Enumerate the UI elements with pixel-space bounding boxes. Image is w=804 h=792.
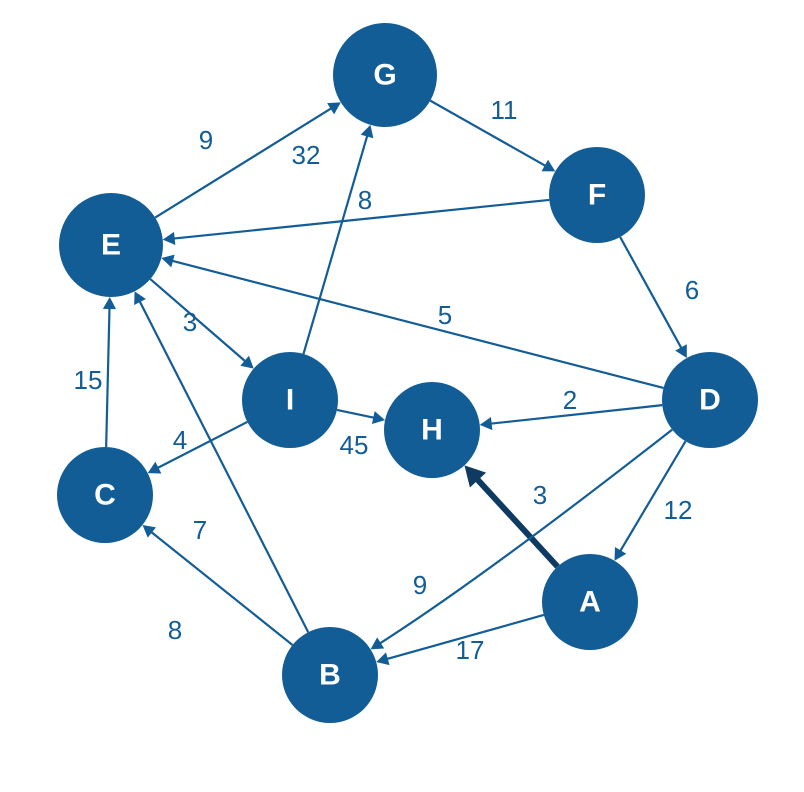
arrowhead: [376, 652, 389, 665]
node-H: H: [384, 382, 480, 478]
node-I: I: [242, 352, 338, 448]
edge-weight-F-D: 6: [685, 275, 699, 305]
node-label-B: B: [319, 659, 341, 692]
edge-weight-G-F: 11: [491, 95, 518, 125]
edge-weight-E-G: 9: [199, 125, 213, 155]
network-graph: A B C D E F G H I 9 32 11 8 6 3 5 15 4 7 45 2 12 3 9 17 8: [0, 0, 804, 792]
edge-weight-I-C: 4: [173, 425, 187, 455]
edge-weight-D-E: 5: [438, 300, 452, 330]
node-E: E: [59, 193, 163, 297]
node-C: C: [57, 447, 153, 543]
arrowhead: [161, 255, 174, 268]
arrowhead: [142, 525, 155, 538]
node-label-H: H: [421, 414, 443, 447]
node-G: G: [333, 23, 437, 127]
edge-F-D: [620, 237, 683, 352]
arrowhead: [371, 637, 385, 649]
arrowhead: [480, 417, 493, 430]
edge-C-E: [106, 304, 109, 447]
edge-weight-D-A: 12: [664, 495, 693, 525]
arrowhead: [361, 125, 374, 138]
nodes-layer: A B C D E F G H I: [57, 23, 758, 723]
edge-weight-I-G: 32: [292, 140, 321, 170]
edge-weight-A-B: 17: [456, 635, 485, 665]
arrowhead: [372, 411, 385, 424]
edge-weight-B-E: 7: [193, 515, 207, 545]
arrowhead: [103, 297, 116, 309]
node-label-C: C: [94, 479, 116, 512]
node-label-A: A: [579, 586, 601, 619]
node-label-D: D: [699, 384, 721, 417]
node-A: A: [542, 554, 638, 650]
edge-weight-A-H: 3: [533, 480, 547, 510]
node-label-G: G: [373, 59, 396, 92]
node-label-I: I: [286, 384, 294, 417]
arrowhead: [163, 232, 176, 245]
edge-weight-B-C: 8: [168, 615, 182, 645]
node-label-E: E: [101, 229, 121, 262]
edge-I-C: [154, 422, 247, 470]
edge-D-E: [168, 260, 663, 388]
node-B: B: [282, 627, 378, 723]
node-label-F: F: [588, 179, 606, 212]
edge-weight-I-H: 45: [340, 430, 369, 460]
node-D: D: [662, 352, 758, 448]
node-F: F: [549, 147, 645, 243]
edge-weight-E-I: 3: [183, 307, 197, 337]
edge-I-H: [337, 410, 378, 419]
edge-weight-F-E: 8: [358, 185, 372, 215]
edge-weight-D-H: 2: [563, 385, 577, 415]
edge-weight-D-B: 9: [413, 570, 427, 600]
edge-weight-C-E: 15: [74, 365, 103, 395]
